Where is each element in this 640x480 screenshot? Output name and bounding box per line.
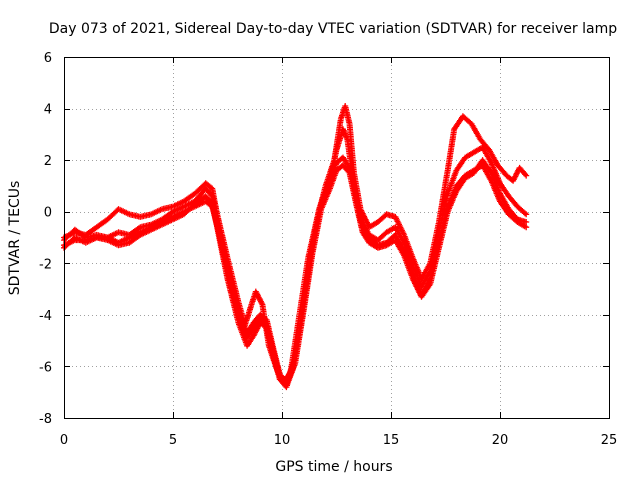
x-axis-label: GPS time / hours xyxy=(275,459,392,475)
x-tick-label: 15 xyxy=(383,433,400,448)
x-tick-label: 10 xyxy=(274,433,291,448)
data-series-group xyxy=(61,157,530,388)
y-tick-label: 2 xyxy=(44,154,52,169)
data-point-markers xyxy=(61,157,530,388)
y-tick-label: 4 xyxy=(44,103,52,118)
x-tick-label: 25 xyxy=(601,433,618,448)
y-tick-label: 6 xyxy=(44,51,52,66)
y-tick-label: 0 xyxy=(44,206,52,221)
y-tick-label: -6 xyxy=(39,360,52,375)
data-series xyxy=(61,103,530,391)
x-tick-label: 0 xyxy=(60,433,68,448)
y-tick-label: -8 xyxy=(39,412,52,427)
y-axis-label: SDTVAR / TECUs xyxy=(7,181,23,296)
axes: 0 5 10 15 20 25 -8 -6 -4 -2 0 2 4 6 xyxy=(39,51,617,448)
y-tick-label: -2 xyxy=(39,257,52,272)
plot-frame xyxy=(64,57,610,419)
x-tick-label: 20 xyxy=(492,433,509,448)
x-tick-label: 5 xyxy=(169,433,177,448)
grid xyxy=(64,57,609,418)
chart-title: Day 073 of 2021, Sidereal Day-to-day VTE… xyxy=(49,21,617,37)
y-tick-label: -4 xyxy=(39,309,52,324)
